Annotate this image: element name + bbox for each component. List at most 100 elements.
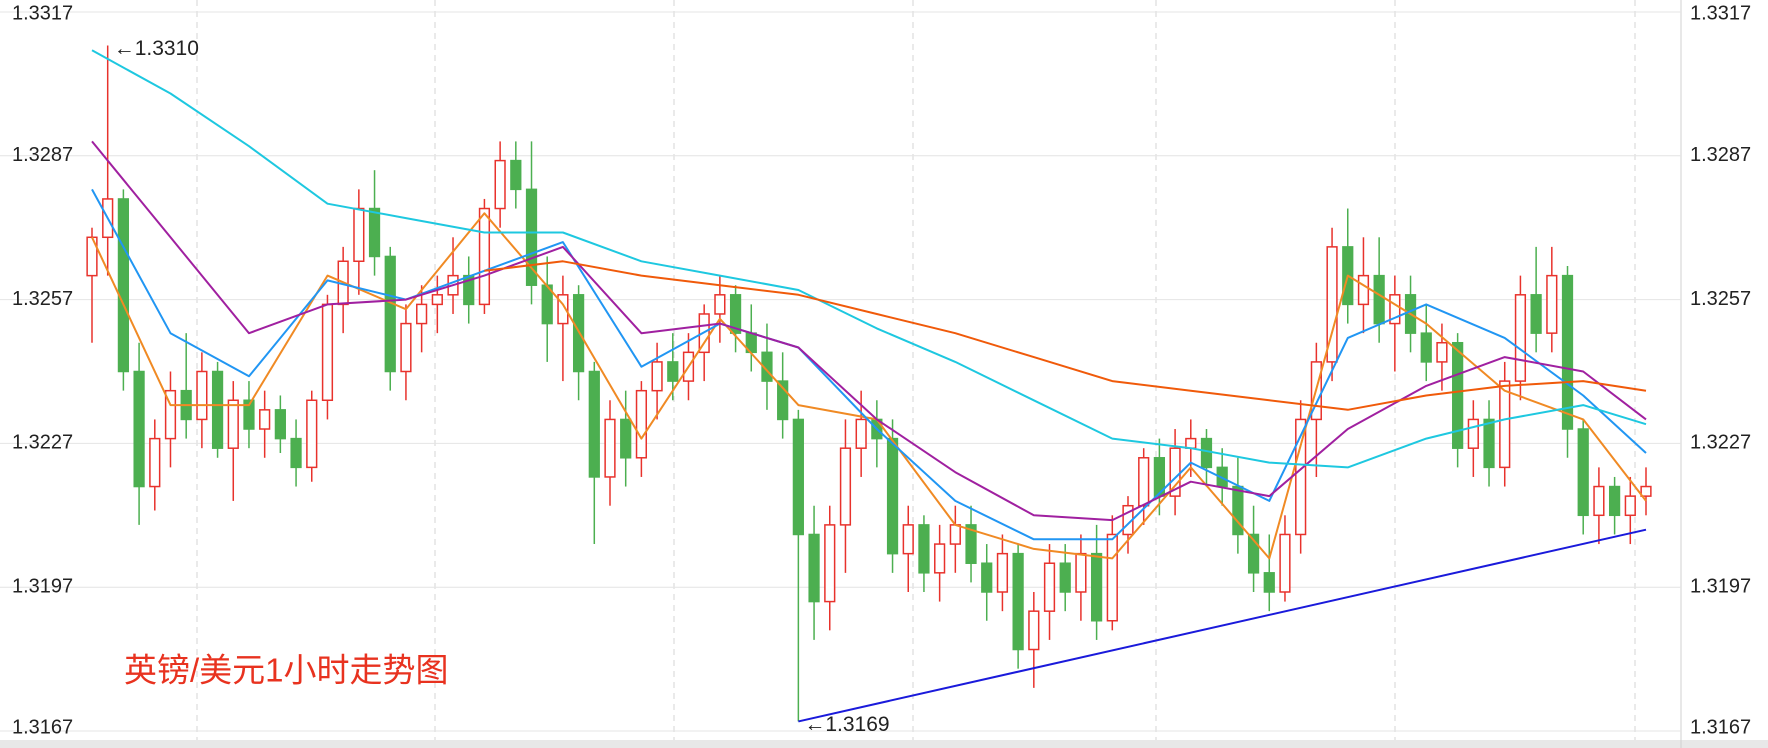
candle-body	[777, 380, 789, 421]
y-tick-label: 1.3167	[12, 716, 73, 738]
candle-body	[1043, 562, 1056, 612]
candle-body	[1452, 341, 1464, 449]
candle-body	[368, 207, 381, 258]
y-tick-label-right: 1.3227	[1690, 432, 1751, 454]
candle-body	[321, 303, 334, 402]
y-tick-label-right: 1.3317	[1690, 2, 1751, 24]
candle-body	[1279, 533, 1291, 593]
candle-body	[86, 236, 98, 277]
candle-body	[117, 198, 130, 373]
candle-body	[510, 159, 522, 191]
candle-body	[478, 207, 491, 306]
candle-body	[1263, 572, 1275, 593]
candle-body	[1624, 495, 1636, 517]
candle-body	[1138, 457, 1150, 507]
candle-body	[1530, 294, 1542, 334]
candle-body	[1326, 246, 1338, 363]
candle-body	[824, 524, 836, 603]
candle-body	[902, 524, 914, 555]
time-grid	[196, 0, 1636, 740]
candle-body	[1514, 294, 1527, 382]
candle-body	[934, 543, 946, 574]
candle-body	[808, 533, 820, 603]
candle-body	[620, 418, 632, 459]
candle-body	[729, 294, 742, 334]
candle-body	[839, 447, 852, 526]
candle-body	[635, 389, 648, 459]
candle-body	[164, 389, 177, 440]
candle-body	[1389, 294, 1401, 325]
candle-body	[416, 303, 428, 325]
candle-body	[1373, 274, 1385, 325]
annotation: ←1.3310	[114, 37, 199, 60]
candle-body	[384, 255, 396, 373]
candle-body	[996, 552, 1009, 593]
candle-body	[1577, 428, 1589, 517]
candle-body	[1059, 562, 1071, 593]
candle-body	[1420, 332, 1432, 363]
candle-body	[211, 370, 224, 449]
candle-body	[855, 418, 867, 449]
y-tick-label: 1.3287	[12, 144, 73, 166]
candle-body	[1546, 274, 1558, 334]
candle-body	[1483, 418, 1495, 469]
candle-body	[1200, 437, 1213, 469]
trend-line	[798, 528, 1647, 723]
y-tick-label: 1.3227	[12, 432, 73, 454]
candle-body	[1608, 485, 1621, 517]
candle-body	[1075, 552, 1087, 593]
y-tick-label-right: 1.3287	[1690, 144, 1751, 166]
y-tick-label-right: 1.3257	[1690, 288, 1751, 310]
candle-body	[227, 399, 239, 449]
candle-body	[259, 409, 271, 430]
candle-body	[949, 524, 961, 545]
candle-body	[918, 524, 930, 574]
candle-body	[243, 399, 255, 430]
y-tick-label-right: 1.3197	[1690, 575, 1751, 597]
candle-body	[290, 437, 302, 469]
chart-title: 英镑/美元1小时走势图	[124, 652, 449, 689]
candle-body	[714, 294, 726, 315]
candle-body	[306, 399, 318, 469]
candle-body	[431, 294, 443, 306]
y-tick-label-right: 1.3167	[1690, 716, 1751, 738]
candle-body	[1185, 437, 1197, 449]
candle-body	[1090, 552, 1103, 622]
candle-body	[981, 562, 993, 593]
candle-body	[1561, 274, 1574, 430]
candle-body	[494, 159, 506, 210]
candle-body	[196, 370, 208, 421]
candle-body	[1295, 418, 1307, 536]
candle-body	[274, 409, 286, 440]
candle-body	[525, 188, 538, 286]
candle-body	[886, 437, 899, 555]
y-tick-label: 1.3317	[12, 2, 73, 24]
candle-body	[1499, 380, 1511, 469]
y-tick-label: 1.3257	[12, 288, 73, 310]
ma-line	[91, 49, 1647, 469]
candle-body	[1247, 533, 1260, 574]
ma-line	[91, 188, 1647, 541]
annotation: ←1.3169	[804, 713, 889, 736]
candle-body	[1436, 341, 1448, 363]
candle-body	[149, 437, 161, 488]
candle-body	[1467, 418, 1479, 449]
candle-body	[1028, 610, 1040, 651]
candle-body	[1012, 552, 1024, 651]
y-tick-label: 1.3197	[12, 575, 73, 597]
ma-line	[484, 260, 1647, 411]
candle-body	[1593, 485, 1605, 517]
candle-body	[792, 418, 804, 536]
candle-body	[761, 351, 773, 382]
candle-body	[1357, 274, 1370, 306]
bottom-band	[0, 740, 1768, 748]
candle-body	[651, 361, 663, 392]
candle-body	[1106, 533, 1118, 622]
candle-body	[400, 322, 412, 373]
candle-body	[133, 370, 145, 488]
candle-body	[588, 370, 600, 478]
candle-body	[353, 207, 365, 263]
candle-body	[1640, 485, 1652, 497]
candle-body	[667, 361, 679, 382]
